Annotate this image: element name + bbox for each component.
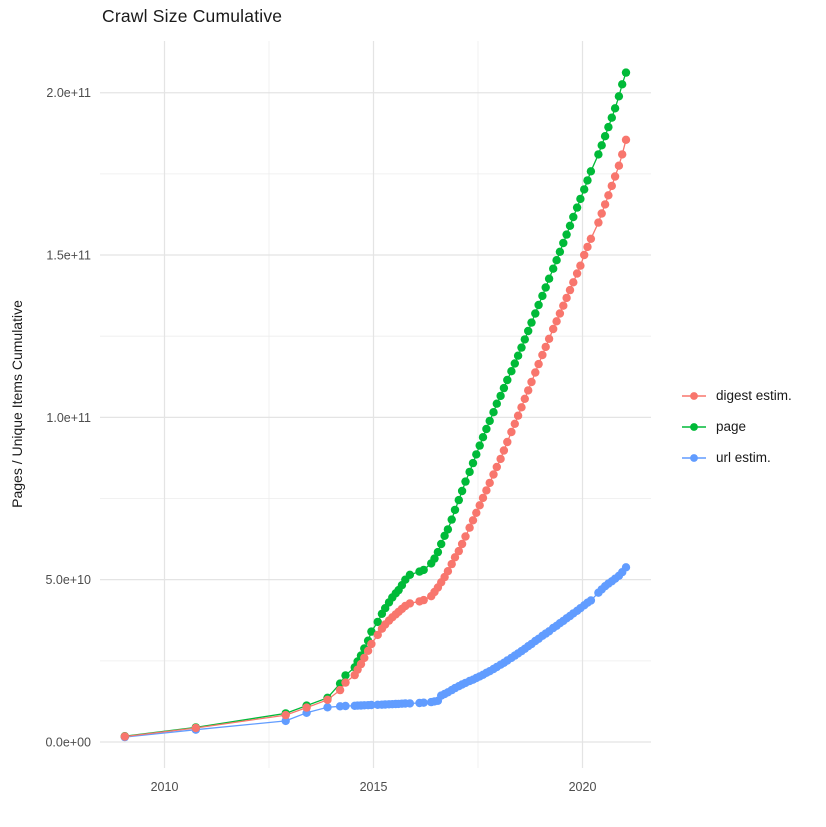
legend-item-page: page [681,411,792,442]
gridlines-major [100,41,651,768]
series-url-estim-line [124,566,627,738]
series-url-estim [120,563,631,742]
x-tick-label: 2015 [360,780,388,794]
y-tick-label: 5.0e+10 [45,573,91,587]
series-page [120,68,631,741]
y-tick-label: 2.0e+11 [46,86,91,100]
y-axis-tick-labels: 0.0e+00 5.0e+10 1.0e+11 1.5e+11 2.0e+11 [45,86,91,749]
series-digest-estim-line [124,139,627,738]
y-tick-label: 0.0e+00 [45,736,91,750]
legend-label: digest estim. [716,388,792,403]
y-tick-label: 1.0e+11 [46,411,91,425]
gridlines-minor [100,41,651,768]
x-tick-label: 2010 [151,780,179,794]
legend-item-url-estim: url estim. [681,442,792,473]
chart-title: Crawl Size Cumulative [102,6,283,26]
legend: digest estim. page url estim. [681,380,792,473]
legend-item-digest-estim: digest estim. [681,380,792,411]
series-digest-estim [120,135,631,741]
y-tick-label: 1.5e+11 [46,249,91,263]
legend-label: page [716,419,747,434]
legend-label: url estim. [716,450,771,465]
legend-key-icon [682,453,706,462]
legend-key-icon [682,391,706,400]
x-tick-label: 2020 [569,780,597,794]
x-axis-tick-labels: 2010 2015 2020 [151,780,597,794]
legend-key-icon [682,422,706,431]
